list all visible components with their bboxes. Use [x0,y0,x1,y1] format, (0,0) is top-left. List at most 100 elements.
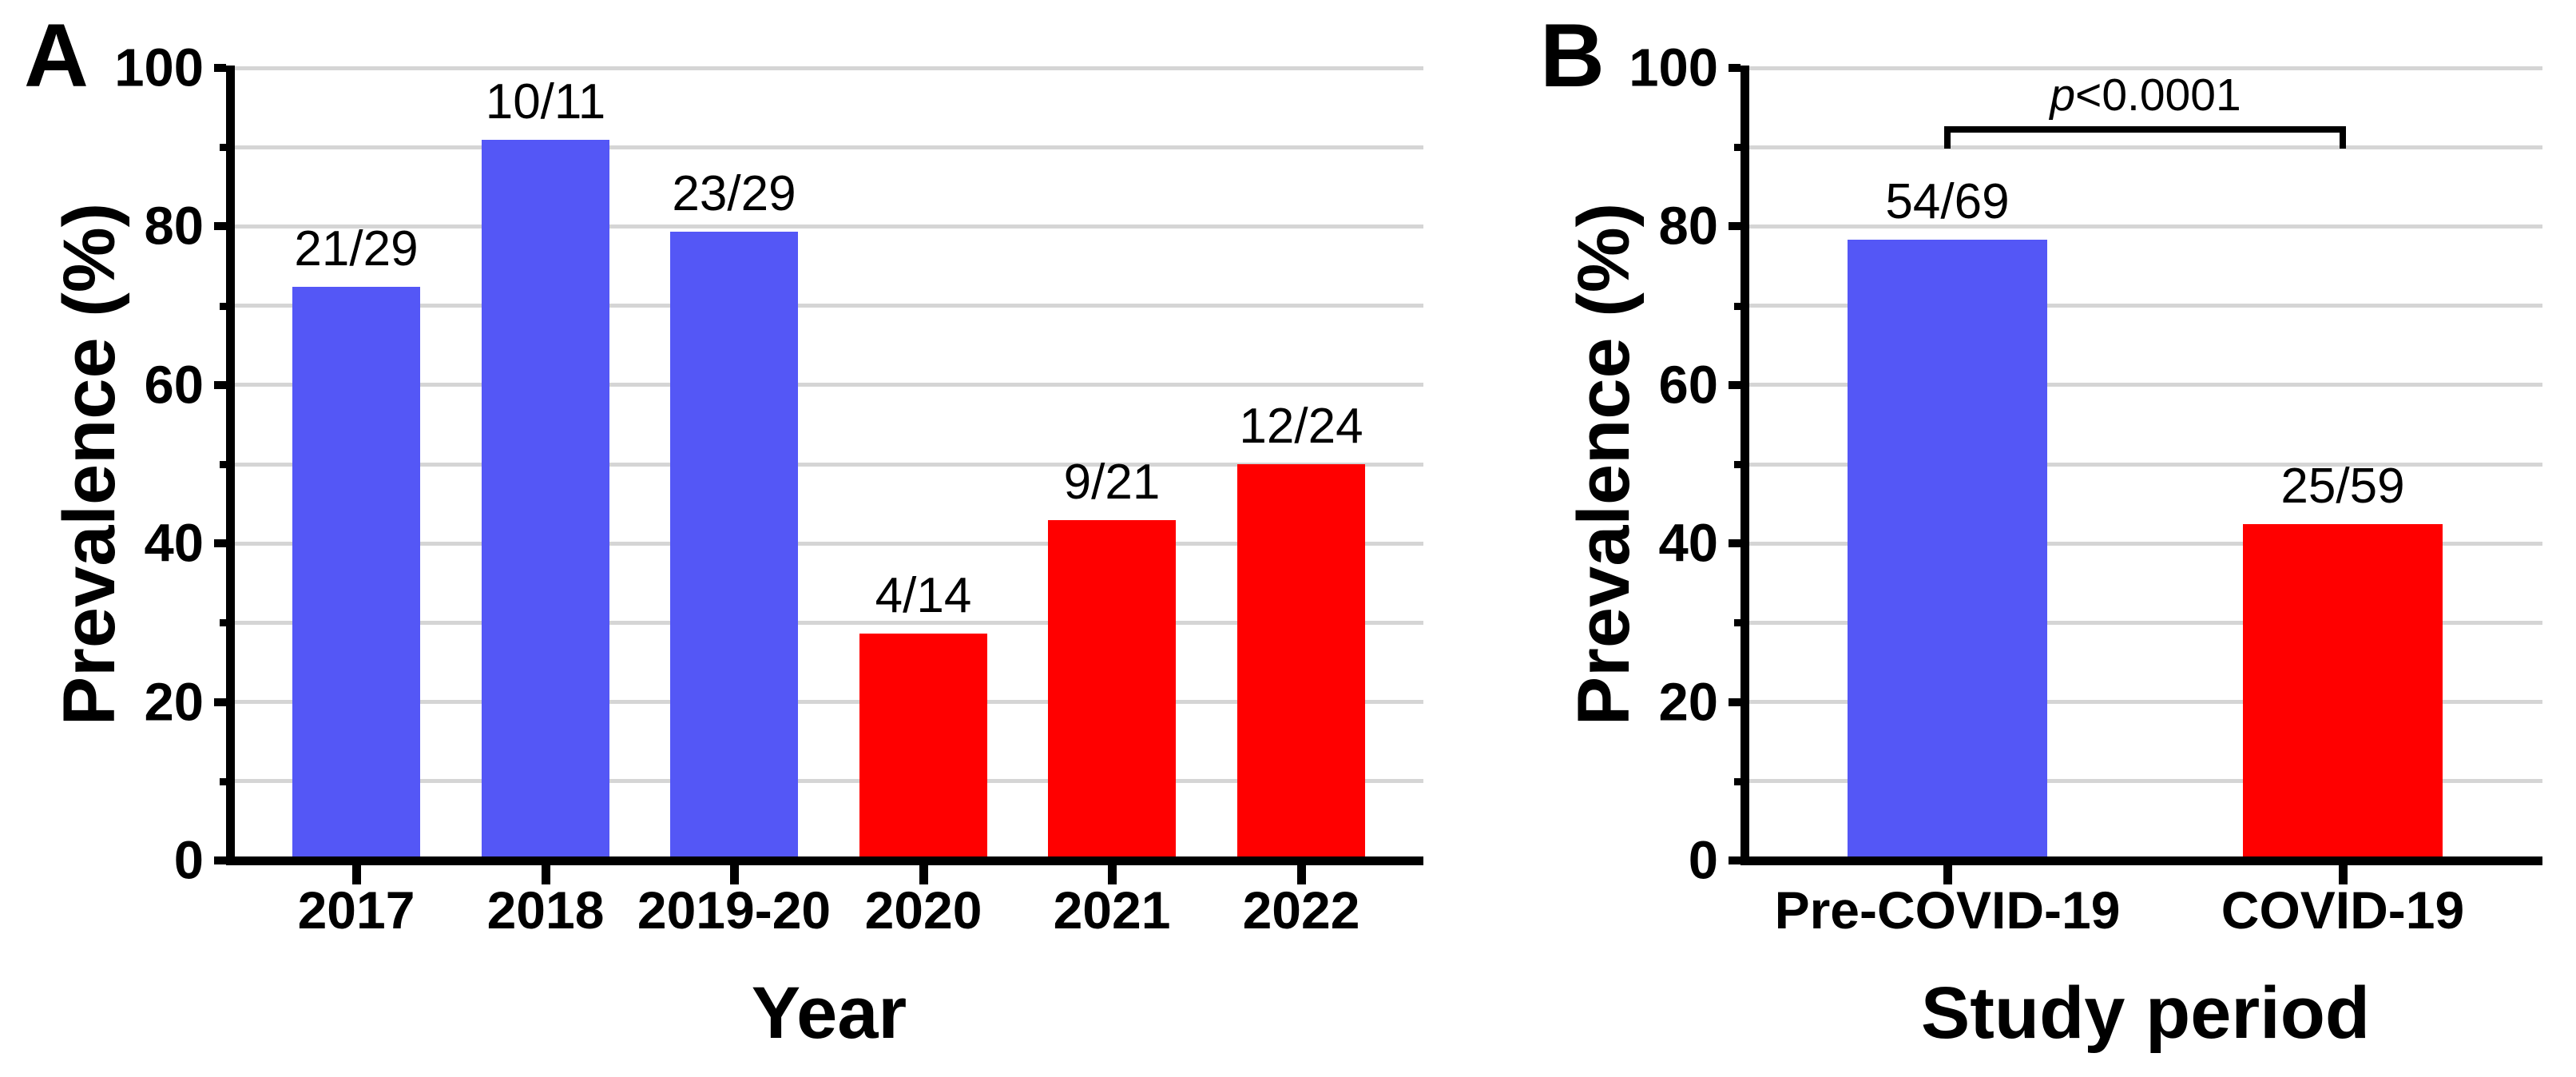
y-tick-label-80: 80 [144,196,204,256]
x-tick-label-2018: 2018 [486,880,605,940]
bar-count-label-2017: 21/29 [294,221,419,276]
x-tick-label-COVID-19: COVID-19 [2221,880,2465,940]
gridline-10 [235,779,1423,784]
significance-bracket-line [1944,126,2346,133]
y-major-tick-60 [214,380,226,389]
y-major-tick-60 [1729,380,1740,389]
y-minor-tick-90 [1734,144,1740,152]
y-tick-label-40: 40 [1658,513,1718,574]
y-tick-label-60: 60 [1658,355,1718,415]
bar-2022 [1237,464,1365,860]
p-value-label: p<0.0001 [2050,73,2241,118]
x-tick-label-2019-20: 2019-20 [637,880,832,940]
x-tick-2022 [1296,865,1306,884]
bar-2018 [482,140,609,860]
y-minor-tick-10 [1734,777,1740,785]
gridline-20 [235,700,1423,705]
y-major-tick-100 [214,64,226,72]
y-tick-label-0: 0 [173,830,204,891]
bar-2021 [1048,520,1176,860]
bar-COVID-19 [2243,524,2443,860]
p-value-comparison: <0.0001 [2075,70,2241,121]
x-tick-2020 [919,865,928,884]
gridline-20 [1749,700,2542,705]
panel-b-x-axis-title: Study period [1920,972,2371,1054]
panel-b-letter: B [1540,6,1605,105]
bar-2019-20 [670,232,798,860]
y-tick-label-0: 0 [1688,830,1718,891]
y-minor-tick-30 [220,619,226,627]
gridline-90 [1749,145,2542,149]
x-axis-line [226,856,1423,865]
bar-count-label-COVID-19: 25/59 [2280,459,2405,515]
y-tick-label-20: 20 [1658,672,1718,733]
panel-a-x-axis-title: Year [751,972,907,1054]
x-tick-label-Pre-COVID-19: Pre-COVID-19 [1774,880,2121,940]
x-tick-2017 [351,865,361,884]
gridline-60 [235,383,1423,387]
bar-count-label-2019-20: 23/29 [672,166,796,222]
x-tick-label-2020: 2020 [864,880,982,940]
y-major-tick-40 [1729,539,1740,548]
y-major-tick-20 [1729,697,1740,706]
x-tick-label-2022: 2022 [1242,880,1360,940]
gridline-90 [235,145,1423,149]
x-tick-2021 [1107,865,1117,884]
gridline-60 [1749,383,2542,387]
y-tick-label-100: 100 [1629,38,1718,98]
y-minor-tick-90 [220,144,226,152]
gridline-30 [1749,620,2542,625]
y-tick-label-40: 40 [144,513,204,574]
y-axis-line [1740,66,1749,865]
y-major-tick-40 [214,539,226,548]
y-minor-tick-50 [220,461,226,468]
gridline-40 [235,541,1423,546]
y-major-tick-100 [1729,64,1740,72]
y-major-tick-20 [214,697,226,706]
y-major-tick-0 [1729,856,1740,864]
p-value-symbol: p [2050,70,2076,121]
x-tick-Pre-COVID-19 [1943,865,1952,884]
x-tick-COVID-19 [2338,865,2348,884]
bar-count-label-2022: 12/24 [1239,399,1363,454]
x-axis-line [1740,856,2542,865]
gridline-50 [235,462,1423,467]
y-minor-tick-50 [1734,461,1740,468]
bar-2017 [292,286,420,860]
gridline-80 [235,224,1423,229]
bar-count-label-2021: 9/21 [1063,455,1161,511]
gridline-10 [1749,779,2542,784]
significance-bracket-left-end [1944,126,1951,149]
x-tick-2019-20 [729,865,739,884]
x-tick-2018 [541,865,550,884]
y-tick-label-80: 80 [1658,196,1718,256]
y-minor-tick-10 [220,777,226,785]
y-minor-tick-70 [220,302,226,310]
x-tick-label-2021: 2021 [1053,880,1171,940]
y-major-tick-80 [1729,222,1740,231]
y-major-tick-80 [214,222,226,231]
y-minor-tick-30 [1734,619,1740,627]
y-tick-label-20: 20 [144,672,204,733]
y-axis-line [226,66,235,865]
gridline-100 [1749,66,2542,70]
y-tick-label-100: 100 [114,38,204,98]
bar-Pre-COVID-19 [1848,240,2047,860]
gridline-70 [1749,304,2542,308]
panel-a-letter: A [24,6,89,105]
significance-bracket-right-end [2340,126,2346,149]
bar-count-label-2020: 4/14 [875,568,972,624]
gridline-80 [1749,224,2542,229]
bar-count-label-2018: 10/11 [485,74,606,130]
gridline-30 [235,620,1423,625]
y-minor-tick-70 [1734,302,1740,310]
y-tick-label-60: 60 [144,355,204,415]
gridline-40 [1749,541,2542,546]
bar-2020 [859,634,987,860]
gridline-70 [235,304,1423,308]
y-major-tick-0 [214,856,226,864]
bar-count-label-Pre-COVID-19: 54/69 [1885,174,2010,230]
